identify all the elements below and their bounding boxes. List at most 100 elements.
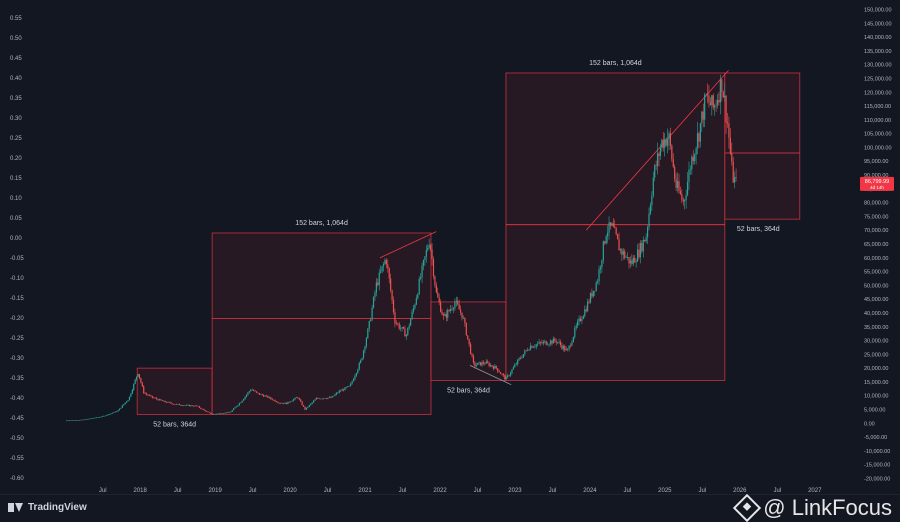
candle-body bbox=[458, 304, 460, 310]
candle-body bbox=[358, 362, 360, 370]
candle-body bbox=[706, 94, 709, 96]
candle-body bbox=[140, 378, 142, 383]
candle-body bbox=[365, 338, 367, 347]
candle-body bbox=[288, 401, 290, 403]
price-chart[interactable]: 0.55 0.50 0.45 0.40 0.35 0.30 0.25 0.20 0.15 0.10… bbox=[0, 0, 900, 494]
candle-body bbox=[381, 266, 383, 272]
candle-body bbox=[497, 368, 499, 372]
x-axis-tick: 2027 bbox=[808, 488, 822, 494]
candle-body bbox=[648, 213, 650, 228]
candle-body bbox=[110, 413, 112, 415]
range-box bbox=[211, 232, 432, 415]
candle-body bbox=[592, 290, 594, 297]
candle-body bbox=[153, 397, 155, 399]
candle-body bbox=[131, 389, 133, 394]
candle-body bbox=[659, 147, 662, 157]
candle-body bbox=[128, 396, 131, 401]
candle-body bbox=[224, 412, 226, 414]
right-axis-tick: -20,000.00 bbox=[864, 476, 890, 482]
right-axis-tick: 75,000.00 bbox=[864, 214, 888, 220]
candle-body bbox=[495, 365, 497, 369]
candle-body bbox=[207, 411, 209, 413]
candle-body bbox=[624, 251, 626, 258]
candle-body bbox=[658, 153, 660, 157]
candle-body bbox=[235, 406, 238, 408]
candle-body bbox=[141, 382, 143, 387]
candle-body bbox=[528, 349, 530, 351]
candle-body bbox=[240, 402, 242, 404]
candle-body bbox=[305, 407, 308, 410]
right-axis-tick: 150,000.00 bbox=[864, 8, 892, 14]
candle-body bbox=[97, 417, 99, 418]
candle-body bbox=[688, 169, 690, 182]
candle-body bbox=[424, 256, 426, 261]
candle-body bbox=[479, 362, 482, 366]
candle-body bbox=[428, 244, 430, 248]
candle-body bbox=[568, 345, 570, 350]
candle-body bbox=[417, 294, 419, 299]
x-axis-tick: Jul bbox=[699, 488, 707, 494]
candle-body bbox=[455, 300, 457, 303]
candle-body bbox=[494, 365, 496, 369]
right-axis-tick: 140,000.00 bbox=[864, 35, 892, 41]
candle-body bbox=[361, 358, 363, 361]
x-axis-tick: Jul bbox=[249, 488, 257, 494]
candle-body bbox=[292, 399, 295, 401]
candle-body bbox=[514, 364, 516, 368]
candle-body bbox=[160, 399, 162, 401]
candle-body bbox=[210, 412, 212, 414]
bottom-bar: TradingView @ LinkFocus bbox=[0, 493, 900, 522]
candle-body bbox=[344, 387, 346, 391]
candle-body bbox=[114, 411, 116, 413]
candle-body bbox=[714, 105, 716, 108]
candle-body bbox=[685, 195, 687, 201]
candle-body bbox=[574, 328, 576, 337]
candle-body bbox=[551, 340, 553, 344]
candle-body bbox=[699, 123, 701, 142]
candle-body bbox=[151, 395, 153, 398]
candle-body bbox=[345, 387, 348, 388]
candle-body bbox=[468, 338, 470, 345]
candle-body bbox=[372, 296, 375, 308]
candle-body bbox=[502, 374, 505, 376]
x-axis-tick: Jul bbox=[474, 488, 482, 494]
x-axis-tick: Jul bbox=[174, 488, 182, 494]
x-axis-tick: 2020 bbox=[283, 488, 297, 494]
candle-body bbox=[77, 420, 79, 421]
candle-body bbox=[111, 412, 113, 414]
candle-body bbox=[84, 419, 86, 421]
candle-body bbox=[437, 292, 439, 298]
candle-body bbox=[577, 321, 579, 326]
candle-body bbox=[631, 260, 633, 264]
candle-body bbox=[597, 281, 599, 283]
candle-body bbox=[478, 362, 480, 363]
candle-body bbox=[672, 159, 674, 167]
candle-body bbox=[218, 413, 220, 414]
candle-body bbox=[695, 148, 697, 155]
right-axis-tick: -15,000.00 bbox=[864, 463, 890, 469]
candle-body bbox=[291, 400, 293, 402]
candle-body bbox=[475, 365, 477, 367]
candle-body bbox=[702, 111, 704, 120]
candle-body bbox=[228, 412, 230, 413]
candle-body bbox=[220, 413, 222, 414]
candle-body bbox=[489, 365, 492, 367]
candle-body bbox=[427, 247, 429, 251]
candle-body bbox=[418, 278, 420, 295]
right-axis-tick: 90,000.00 bbox=[864, 173, 888, 179]
tradingview-brand[interactable]: TradingView bbox=[8, 502, 87, 513]
candle-body bbox=[143, 386, 145, 394]
candle-body bbox=[384, 260, 386, 265]
candle-body bbox=[598, 269, 600, 282]
candle-body bbox=[705, 94, 707, 96]
candle-body bbox=[441, 311, 443, 315]
candle-body bbox=[368, 320, 370, 329]
left-axis-tick: -0.10 bbox=[10, 276, 24, 282]
candle-body bbox=[612, 223, 614, 227]
right-axis-tick: 20,000.00 bbox=[864, 366, 888, 372]
candle-body bbox=[472, 355, 475, 363]
candle-body bbox=[531, 345, 533, 348]
candle-body bbox=[121, 405, 123, 408]
candle-body bbox=[127, 400, 129, 402]
candle-body bbox=[375, 282, 377, 293]
